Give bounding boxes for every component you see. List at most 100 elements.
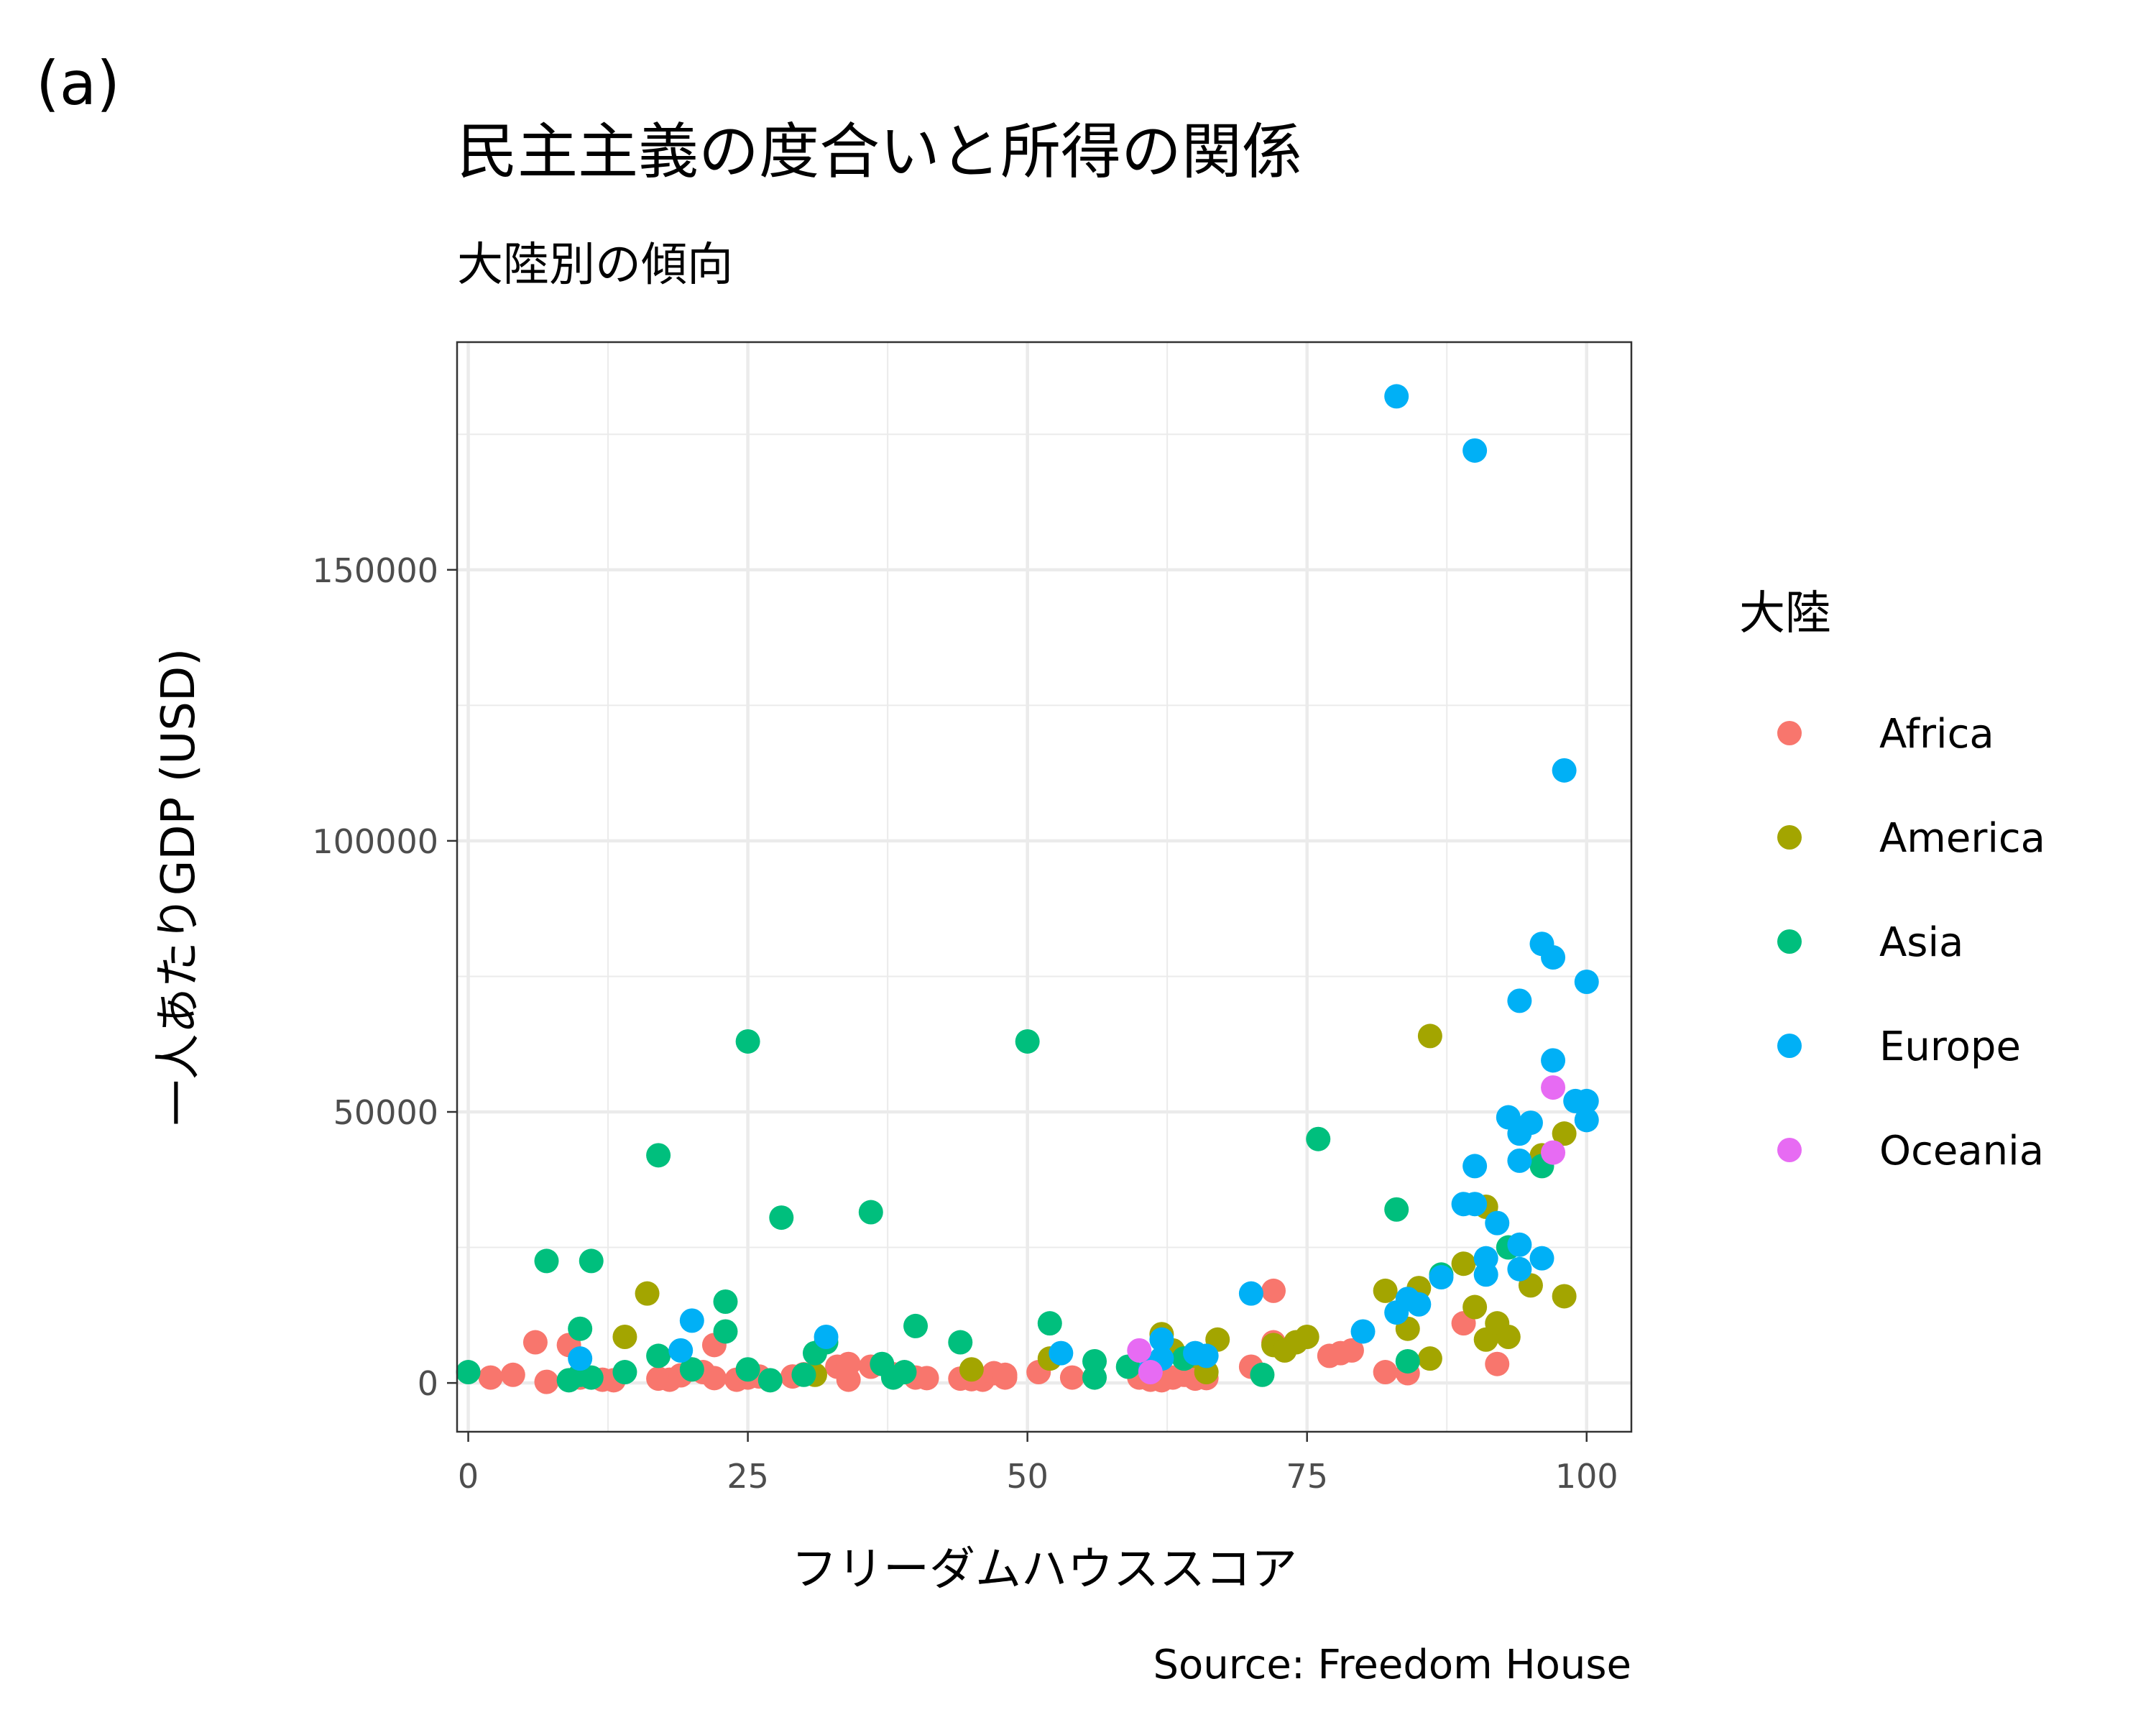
- point-asia: [646, 1143, 671, 1168]
- legend-key-europe: [1777, 1034, 1802, 1058]
- point-europe: [1507, 1232, 1532, 1257]
- x-tick-label: 25: [727, 1457, 769, 1496]
- point-asia: [1250, 1362, 1275, 1387]
- point-asia: [1037, 1311, 1062, 1336]
- point-europe: [1552, 758, 1577, 783]
- y-tick-label: 150000: [312, 551, 438, 590]
- point-asia: [757, 1368, 783, 1393]
- legend-key-oceania: [1777, 1138, 1802, 1162]
- point-asia: [713, 1289, 738, 1314]
- point-america: [635, 1281, 660, 1306]
- legend-title: 大陸: [1739, 587, 1831, 640]
- point-europe: [679, 1308, 704, 1333]
- point-oceania: [1127, 1338, 1152, 1363]
- point-asia: [735, 1357, 760, 1382]
- point-africa: [914, 1366, 939, 1391]
- point-europe: [1462, 1192, 1488, 1217]
- point-africa: [522, 1330, 548, 1355]
- grid-minor: [457, 342, 1631, 1432]
- point-america: [1294, 1325, 1319, 1350]
- point-europe: [1462, 1154, 1488, 1179]
- point-america: [612, 1325, 637, 1350]
- point-asia: [948, 1330, 973, 1355]
- legend-label-europe: Europe: [1879, 1024, 2021, 1070]
- point-europe: [1473, 1262, 1498, 1287]
- point-europe: [1485, 1210, 1510, 1236]
- point-africa: [992, 1362, 1018, 1387]
- point-asia: [903, 1313, 929, 1338]
- y-tick-label: 50000: [333, 1093, 438, 1132]
- point-africa: [836, 1367, 861, 1392]
- point-europe: [1350, 1319, 1376, 1344]
- legend: Africa America Asia Europe Oceania: [1777, 711, 2045, 1174]
- legend-label-america: America: [1879, 815, 2045, 862]
- point-africa: [534, 1369, 559, 1394]
- point-europe: [1384, 384, 1409, 409]
- point-europe: [1574, 1088, 1599, 1113]
- point-africa: [500, 1362, 525, 1387]
- point-africa: [1373, 1360, 1398, 1385]
- point-asia: [612, 1360, 637, 1385]
- legend-label-asia: Asia: [1879, 919, 1963, 966]
- point-asia: [646, 1343, 671, 1368]
- plot-border: [456, 341, 1633, 1433]
- point-europe: [1574, 1108, 1599, 1133]
- point-asia: [791, 1362, 816, 1387]
- point-asia: [735, 1029, 760, 1054]
- point-asia: [679, 1357, 704, 1382]
- y-tick-label: 0: [418, 1364, 438, 1403]
- panel-label: (a): [36, 48, 120, 119]
- plot-background: [457, 342, 1631, 1432]
- point-america: [1552, 1284, 1577, 1309]
- point-africa: [478, 1365, 503, 1390]
- point-america: [1417, 1346, 1442, 1371]
- point-africa: [701, 1366, 727, 1391]
- point-africa: [1261, 1278, 1286, 1303]
- point-europe: [568, 1346, 593, 1371]
- point-europe: [1406, 1292, 1432, 1317]
- chart-title: 民主主義の度合いと所得の関係: [457, 116, 1302, 187]
- point-asia: [1082, 1348, 1107, 1374]
- point-america: [1462, 1294, 1488, 1320]
- point-europe: [1507, 1148, 1532, 1173]
- point-europe: [1149, 1327, 1174, 1352]
- chart-caption: Source: Freedom House: [1153, 1642, 1632, 1688]
- y-axis-label: 一人あたりGDP (USD): [152, 648, 206, 1126]
- x-tick-label: 0: [458, 1457, 479, 1496]
- point-asia: [579, 1365, 604, 1390]
- point-europe: [1429, 1265, 1454, 1290]
- point-europe: [1194, 1343, 1219, 1368]
- point-asia: [713, 1319, 738, 1344]
- point-europe: [1529, 1246, 1554, 1271]
- point-europe: [1574, 969, 1599, 994]
- point-america: [1552, 1121, 1577, 1146]
- legend-label-africa: Africa: [1879, 711, 1994, 758]
- point-europe: [1518, 1110, 1543, 1136]
- point-europe: [1238, 1281, 1263, 1306]
- point-europe: [668, 1338, 694, 1363]
- legend-label-oceania: Oceania: [1879, 1128, 2044, 1174]
- point-asia: [1395, 1348, 1420, 1374]
- point-asia: [579, 1248, 604, 1274]
- point-asia: [858, 1200, 883, 1225]
- point-asia: [456, 1360, 481, 1385]
- point-asia: [769, 1205, 794, 1230]
- x-tick-label: 50: [1006, 1457, 1049, 1496]
- legend-key-asia: [1777, 929, 1802, 954]
- legend-key-america: [1777, 825, 1802, 850]
- point-america: [1496, 1325, 1521, 1350]
- point-asia: [1015, 1029, 1040, 1054]
- point-europe: [1507, 1256, 1532, 1282]
- x-tick-label: 75: [1286, 1457, 1328, 1496]
- point-america: [1373, 1278, 1398, 1303]
- legend-key-africa: [1777, 721, 1802, 745]
- point-africa: [1485, 1351, 1510, 1376]
- point-america: [1451, 1251, 1476, 1276]
- point-asia: [534, 1248, 559, 1274]
- point-asia: [1384, 1197, 1409, 1222]
- point-asia: [1306, 1126, 1331, 1151]
- data-points: [456, 384, 1599, 1394]
- x-axis-ticks: 0 25 50 75 100: [458, 1432, 1618, 1496]
- point-europe: [1462, 438, 1488, 463]
